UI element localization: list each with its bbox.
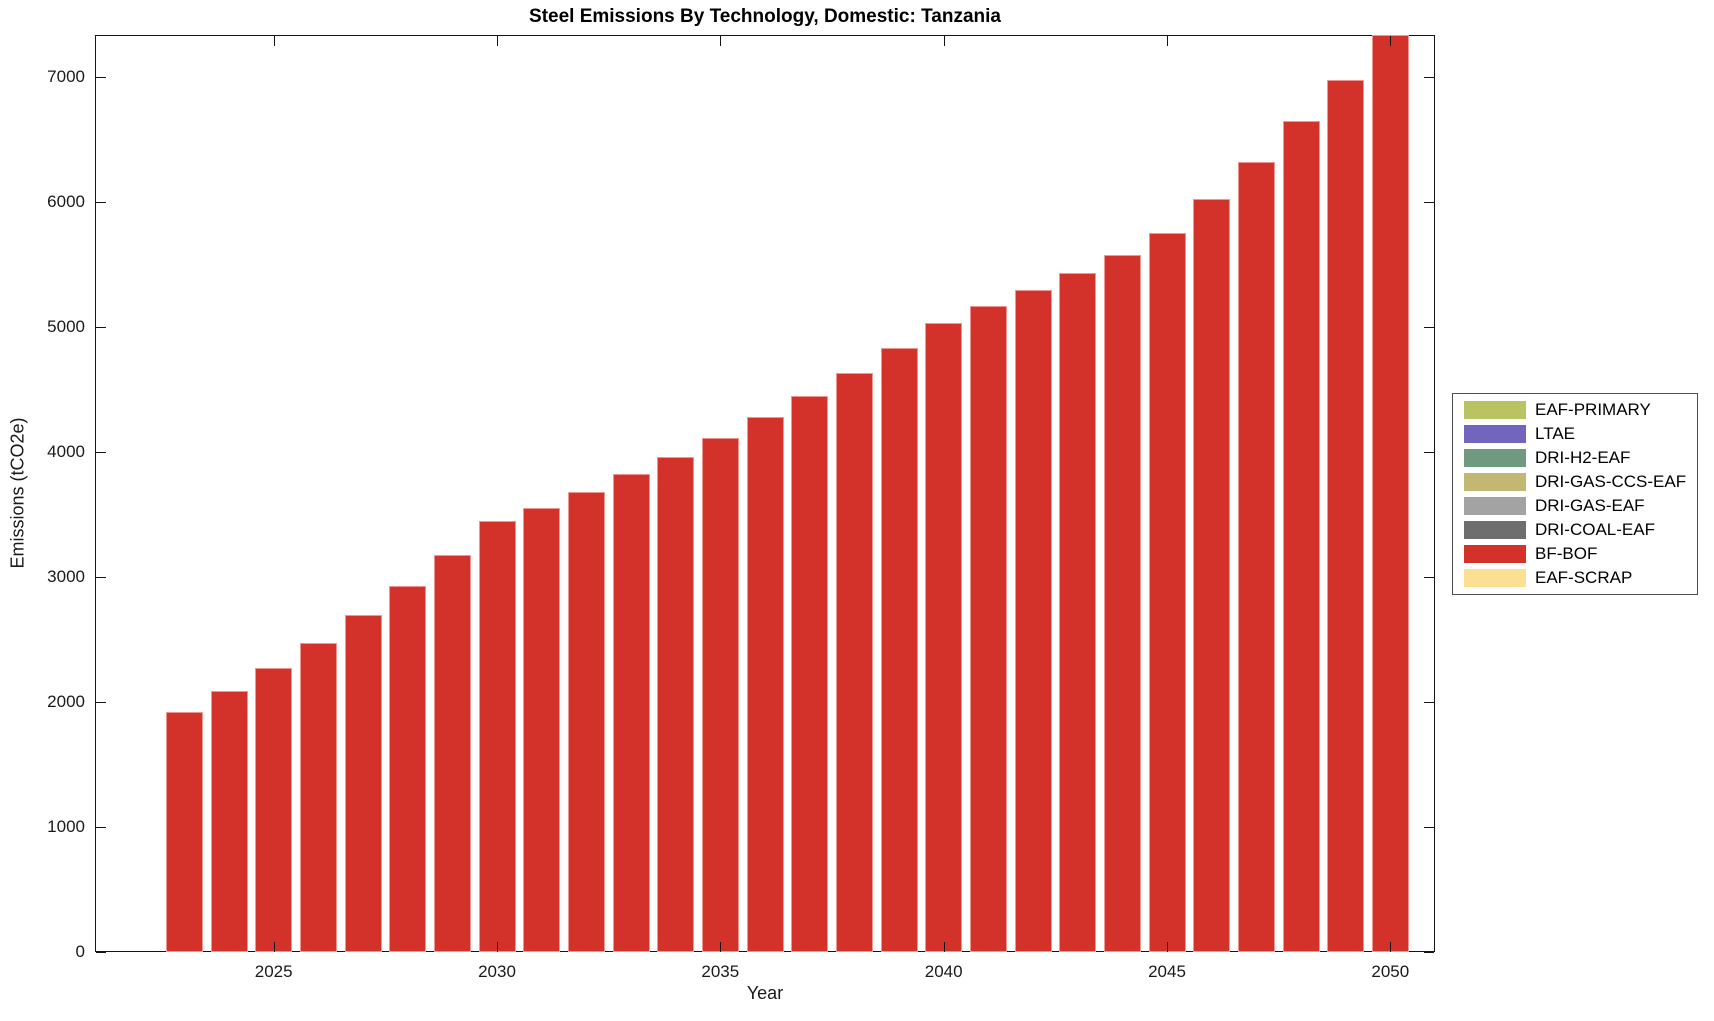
y-tick-right-7000	[1424, 77, 1434, 78]
y-tick-right-0	[1424, 952, 1434, 953]
x-tick-label-2050: 2050	[1371, 962, 1410, 981]
x-tick-top-2045	[1167, 36, 1168, 46]
bar-2039-bf-bof	[880, 348, 918, 953]
bar-2040-bf-bof	[925, 322, 963, 952]
legend-item-dri-gas-eaf: DRI-GAS-EAF	[1464, 494, 1697, 518]
y-tick-3000	[96, 577, 106, 578]
bar-2027-bf-bof	[344, 615, 382, 952]
x-tick-label-2045: 2045	[1148, 962, 1186, 981]
legend: EAF-PRIMARY LTAE DRI-H2-EAF DRI-GAS-CCS-EAF…	[1452, 393, 1698, 595]
bar-2023-bf-bof	[165, 712, 203, 952]
legend-label: EAF-PRIMARY	[1535, 400, 1651, 419]
legend-swatch-dri-gas-eaf	[1464, 497, 1526, 515]
legend-swatch-dri-h2-eaf	[1464, 449, 1526, 467]
bar-2042-bf-bof	[1014, 289, 1052, 952]
x-tick-2025	[273, 942, 275, 952]
bar-2034-bf-bof	[657, 457, 695, 952]
bar-2026-bf-bof	[299, 643, 337, 953]
y-tick-label-0: 0	[75, 942, 85, 961]
y-tick-right-3000	[1424, 577, 1434, 578]
bar-2050-bf-bof	[1371, 35, 1409, 952]
y-tick-6000	[96, 202, 106, 203]
y-tick-label-5000: 5000	[47, 317, 85, 336]
legend-item-ltae: LTAE	[1464, 422, 1697, 446]
bar-2024-bf-bof	[210, 690, 248, 953]
y-axis-label: Emissions (tCO2e)	[7, 417, 28, 569]
x-tick-top-2050	[1390, 36, 1392, 46]
y-tick-right-1000	[1424, 827, 1434, 828]
legend-swatch-dri-coal-eaf	[1464, 521, 1526, 539]
legend-item-eaf-primary: EAF-PRIMARY	[1464, 398, 1697, 422]
x-tick-label-2035: 2035	[701, 962, 740, 981]
legend-item-dri-coal-eaf: DRI-COAL-EAF	[1464, 518, 1697, 542]
x-tick-2050	[1390, 942, 1392, 952]
legend-label: EAF-SCRAP	[1535, 568, 1633, 587]
bar-2037-bf-bof	[791, 395, 829, 953]
x-tick-top-2030	[497, 36, 498, 46]
y-tick-0	[96, 952, 106, 953]
bar-2041-bf-bof	[969, 305, 1007, 953]
legend-swatch-eaf-primary	[1464, 401, 1526, 419]
legend-item-dri-h2-eaf: DRI-H2-EAF	[1464, 446, 1697, 470]
legend-label: LTAE	[1535, 424, 1575, 443]
legend-label: DRI-H2-EAF	[1535, 448, 1631, 467]
y-tick-right-6000	[1424, 202, 1434, 203]
x-axis-label: Year	[746, 983, 784, 1003]
bar-2043-bf-bof	[1059, 273, 1097, 953]
bar-2044-bf-bof	[1103, 255, 1141, 952]
x-tick-top-2025	[273, 36, 275, 46]
bar-2049-bf-bof	[1327, 80, 1365, 952]
x-tick-top-2040	[943, 36, 945, 46]
legend-label: DRI-GAS-CCS-EAF	[1535, 472, 1687, 491]
x-tick-top-2035	[720, 36, 722, 46]
x-tick-2035	[720, 942, 722, 952]
bar-2035-bf-bof	[701, 438, 739, 953]
bar-2029-bf-bof	[433, 555, 471, 952]
bar-2045-bf-bof	[1148, 233, 1186, 953]
y-tick-4000	[96, 452, 106, 453]
legend-swatch-bf-bof	[1464, 545, 1526, 563]
legend-item-eaf-scrap: EAF-SCRAP	[1464, 566, 1697, 590]
bar-2046-bf-bof	[1193, 198, 1231, 952]
y-tick-2000	[96, 702, 106, 703]
y-tick-right-4000	[1424, 452, 1434, 453]
y-tick-right-5000	[1424, 327, 1434, 328]
bar-2036-bf-bof	[746, 417, 784, 952]
bar-2030-bf-bof	[478, 520, 516, 953]
x-tick-2045	[1167, 942, 1168, 952]
bar-2038-bf-bof	[835, 373, 873, 953]
x-tick-label-2030: 2030	[478, 962, 516, 981]
y-tick-label-7000: 7000	[47, 67, 85, 86]
legend-label: DRI-COAL-EAF	[1535, 520, 1655, 539]
bar-2025-bf-bof	[255, 668, 293, 953]
legend-label: DRI-GAS-EAF	[1535, 496, 1645, 515]
bar-2047-bf-bof	[1237, 162, 1275, 952]
x-tick-2040	[943, 942, 945, 952]
x-tick-label-2040: 2040	[924, 962, 963, 981]
legend-swatch-ltae	[1464, 425, 1526, 443]
y-tick-label-3000: 3000	[47, 567, 85, 586]
chart-title: Steel Emissions By Technology, Domestic:…	[529, 6, 1001, 27]
bar-2048-bf-bof	[1282, 120, 1320, 953]
legend-item-dri-gas-ccs-eaf: DRI-GAS-CCS-EAF	[1464, 470, 1697, 494]
legend-label: BF-BOF	[1535, 544, 1598, 563]
bar-2028-bf-bof	[389, 585, 427, 952]
y-tick-label-1000: 1000	[47, 817, 85, 836]
bar-2031-bf-bof	[523, 508, 561, 953]
bar-2032-bf-bof	[567, 492, 605, 952]
bar-2033-bf-bof	[612, 473, 650, 952]
legend-swatch-eaf-scrap	[1464, 569, 1526, 587]
y-tick-5000	[96, 327, 106, 328]
legend-swatch-dri-gas-ccs-eaf	[1464, 473, 1526, 491]
y-tick-label-4000: 4000	[47, 442, 85, 461]
y-tick-right-2000	[1424, 702, 1434, 703]
y-tick-label-2000: 2000	[47, 692, 85, 711]
y-tick-label-6000: 6000	[47, 192, 85, 211]
x-tick-label-2025: 2025	[254, 962, 293, 981]
y-tick-7000	[96, 77, 106, 78]
x-tick-2030	[497, 942, 498, 952]
y-tick-1000	[96, 827, 106, 828]
legend-item-bf-bof: BF-BOF	[1464, 542, 1697, 566]
